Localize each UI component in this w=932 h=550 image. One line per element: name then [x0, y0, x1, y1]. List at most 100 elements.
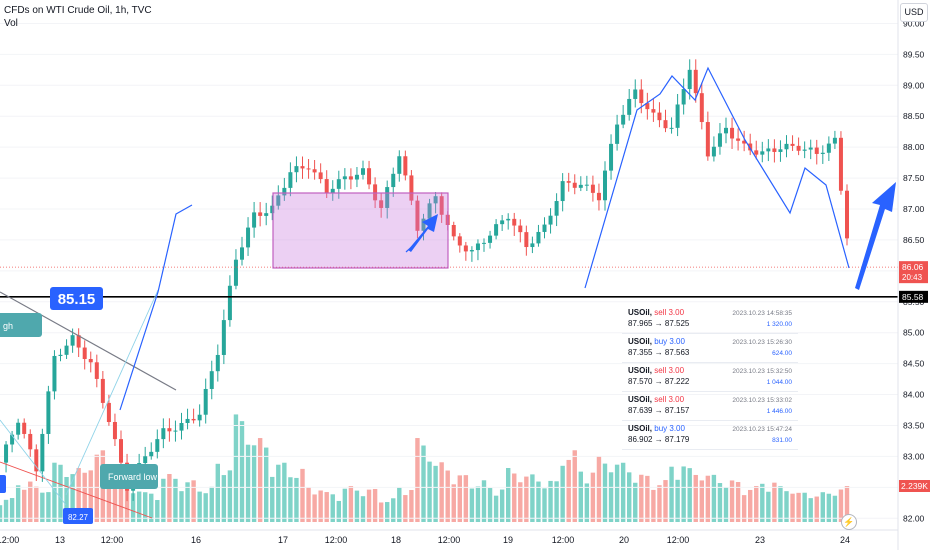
callout-text: gh — [3, 321, 13, 331]
volume-bar — [40, 492, 45, 522]
candle-body — [439, 196, 444, 215]
volume-bar — [481, 480, 487, 522]
volume-bar — [778, 486, 783, 522]
candle-body — [276, 195, 281, 206]
candle-body — [348, 176, 353, 180]
candle-body — [258, 212, 263, 216]
candle-body — [663, 120, 668, 129]
trade-item[interactable]: USOil, buy 3.00 86.902 → 87.179 2023.10.… — [622, 421, 798, 450]
marker-text: 82.27 — [68, 513, 89, 522]
volume-bar — [772, 482, 777, 522]
trade-symbol: USOil, — [628, 395, 653, 404]
candle-body — [554, 201, 559, 216]
volume-bar — [820, 492, 825, 522]
volume-bar — [161, 478, 166, 522]
volume-bar — [790, 493, 795, 522]
volume-bar — [584, 483, 590, 522]
candle-body — [246, 227, 251, 248]
candle-body — [318, 172, 323, 180]
candle-body — [227, 285, 232, 321]
candle-body — [143, 456, 148, 464]
time-tick: 17 — [278, 535, 288, 545]
candle-body — [590, 184, 595, 193]
candle-body — [796, 145, 801, 151]
volume-bar — [542, 488, 547, 522]
candle-body — [724, 127, 728, 134]
trade-prices: 87.639 → 87.157 — [628, 406, 690, 415]
candle-body — [288, 172, 293, 188]
candle-body — [596, 192, 601, 201]
volume-bar — [245, 444, 251, 522]
trade-item[interactable]: USOil, sell 3.00 87.570 → 87.222 2023.10… — [622, 363, 798, 392]
volume-bar — [149, 493, 154, 522]
volume-label[interactable]: Vol — [4, 18, 18, 29]
lightning-icon[interactable]: ⚡ — [841, 514, 857, 530]
volume-bar — [463, 475, 469, 522]
volume-bar — [239, 421, 245, 522]
trade-symbol: USOil, — [628, 424, 653, 433]
trade-prices: 87.355 → 87.563 — [628, 348, 690, 357]
callout-box — [100, 464, 158, 489]
price-tick: 88.00 — [903, 142, 925, 152]
candle-body — [354, 174, 359, 180]
volume-bar — [657, 485, 662, 522]
volume-bar — [124, 486, 130, 522]
candle-body — [173, 430, 178, 432]
volume-layer — [0, 414, 850, 522]
candle-body — [790, 143, 795, 146]
candle-body — [221, 320, 226, 355]
trade-amount: 1 044.00 — [766, 379, 792, 386]
volume-bar — [487, 488, 493, 522]
candle-body — [119, 439, 123, 463]
candle-body — [645, 103, 650, 110]
trade-item[interactable]: USOil, sell 3.00 87.965 → 87.525 2023.10… — [622, 305, 798, 334]
trend-line — [0, 291, 177, 391]
candle-body — [106, 402, 111, 423]
trade-item[interactable]: USOil, buy 3.00 87.355 → 87.563 2023.10.… — [622, 334, 798, 363]
trade-side: sell 3.00 — [654, 308, 685, 317]
time-tick: 24 — [840, 535, 850, 545]
price-tick: 86.50 — [903, 235, 925, 245]
volume-bar — [136, 491, 142, 522]
candle-body — [705, 122, 710, 157]
price-tick: 82.00 — [903, 513, 925, 523]
arrow-icon — [408, 214, 438, 252]
trend-line — [65, 289, 159, 496]
volume-bar — [288, 477, 293, 522]
callout-text: Forward low — [108, 472, 158, 482]
trade-item[interactable]: USOil, sell 3.00 87.639 → 87.157 2023.10… — [622, 392, 798, 421]
volume-bar — [15, 485, 21, 522]
volume-bar — [421, 445, 426, 522]
currency-button[interactable]: USD — [900, 3, 928, 22]
candle-body — [34, 449, 39, 472]
candle-body — [324, 179, 329, 193]
trade-side: sell 3.00 — [654, 366, 685, 375]
volume-bar — [548, 480, 553, 522]
candle-body — [542, 224, 547, 232]
volume-bar — [300, 468, 305, 522]
volume-bar — [58, 464, 63, 522]
volume-bar — [645, 475, 650, 522]
volume-bar — [366, 489, 372, 522]
candle-body — [215, 354, 220, 372]
volume-bar — [294, 477, 299, 522]
trade-prices: 86.902 → 87.179 — [628, 435, 690, 444]
candle-body — [22, 422, 27, 434]
price-label: 85.15 — [58, 291, 96, 308]
volume-bar — [729, 480, 735, 522]
volume-bar — [203, 493, 208, 522]
price-tick: 88.50 — [903, 111, 925, 121]
volume-bar — [409, 490, 414, 522]
volume-bar — [524, 476, 529, 522]
candle-body — [699, 93, 704, 123]
symbol-title[interactable]: CFDs on WTI Crude Oil, 1h, TVC — [4, 5, 152, 16]
price-tick: 89.50 — [903, 49, 925, 59]
candle-body — [451, 225, 456, 237]
volume-bar — [784, 491, 789, 522]
price-tick: 84.50 — [903, 359, 925, 369]
candle-body — [469, 250, 474, 252]
volume-bar — [397, 487, 402, 522]
volume-bar — [155, 500, 160, 522]
candle-body — [391, 173, 396, 188]
